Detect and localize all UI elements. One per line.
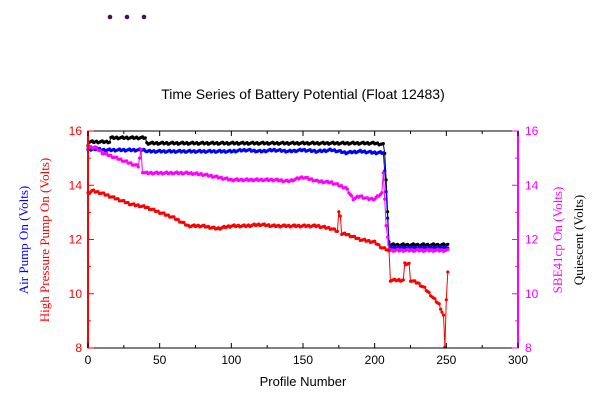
data-point xyxy=(95,145,99,149)
data-point xyxy=(377,243,381,247)
x-tick-label: 300 xyxy=(508,353,528,367)
series-1 xyxy=(86,146,450,251)
data-point xyxy=(387,248,391,252)
y-tick-label-left: 16 xyxy=(69,124,83,138)
y-tick-label-right: 14 xyxy=(525,178,539,192)
data-point xyxy=(176,218,180,222)
data-point xyxy=(384,224,388,228)
data-point xyxy=(182,220,186,225)
x-tick-label: 150 xyxy=(293,353,313,367)
decorative-dots xyxy=(107,14,147,20)
x-tick-label: 50 xyxy=(153,353,167,367)
series-3 xyxy=(86,188,450,349)
x-tick-label: 200 xyxy=(365,353,385,367)
data-point xyxy=(433,297,437,301)
y-tick-label-left: 14 xyxy=(69,178,83,192)
data-point xyxy=(332,227,337,231)
data-point xyxy=(441,313,446,317)
data-point xyxy=(338,214,342,218)
data-point xyxy=(440,310,444,314)
y-tick-label-right: 16 xyxy=(525,124,539,138)
series-line xyxy=(87,189,449,348)
dot-mark xyxy=(107,14,113,20)
data-point xyxy=(446,270,450,274)
x-axis-label: Profile Number xyxy=(260,374,347,389)
data-point xyxy=(350,194,354,198)
series-line xyxy=(87,145,448,252)
data-point xyxy=(401,278,405,282)
data-point xyxy=(337,210,341,214)
data-point xyxy=(139,147,143,151)
data-point xyxy=(99,149,103,153)
data-point xyxy=(386,235,390,239)
data-point xyxy=(386,216,390,220)
data-point xyxy=(345,187,349,191)
y-tick-label-right: 10 xyxy=(525,287,539,301)
data-point xyxy=(107,140,112,144)
data-point xyxy=(381,151,385,155)
data-point xyxy=(439,307,443,311)
y-tick-label-left: 8 xyxy=(75,341,82,355)
data-point xyxy=(373,239,377,243)
y-tick-label-left: 10 xyxy=(69,287,83,301)
y-tick-label-left: 12 xyxy=(69,233,83,247)
y-axis-label-high-pressure-pump: High Pressure Pump On (Volts) xyxy=(37,158,52,322)
series-line xyxy=(87,136,448,247)
data-point xyxy=(136,165,140,169)
data-point xyxy=(335,229,339,233)
data-point xyxy=(427,291,431,295)
dot-mark xyxy=(124,14,130,20)
data-point xyxy=(138,156,142,160)
data-point xyxy=(143,136,147,140)
data-point xyxy=(423,285,427,289)
series-layer xyxy=(86,135,450,349)
x-tick-label: 250 xyxy=(436,353,456,367)
y-tick-label-right: 12 xyxy=(525,233,539,247)
y-axis-label-sbe41cp: SBE41cp On (Volts) xyxy=(550,187,565,294)
data-point xyxy=(381,171,385,175)
data-point xyxy=(383,197,387,201)
y-axis-ticks: 8 8 10 10 12 12 14 14 16 16 xyxy=(69,124,539,355)
data-point xyxy=(417,281,421,285)
y-axis-label-air-pump: Air Pump On (Volts) xyxy=(16,186,31,294)
y-tick-label-right: 8 xyxy=(525,341,532,355)
data-point xyxy=(381,142,385,146)
x-axis-ticks: 0 50 100 150 200 250 300 xyxy=(85,131,528,367)
data-point xyxy=(172,215,176,219)
data-point xyxy=(444,298,448,302)
y-axis-label-quiescent: Quiescent (Volts) xyxy=(571,195,586,285)
data-point xyxy=(437,302,441,306)
data-point xyxy=(380,191,384,195)
x-tick-label: 0 xyxy=(85,353,92,367)
x-tick-label: 100 xyxy=(221,353,241,367)
series-2 xyxy=(86,145,450,253)
data-point xyxy=(384,190,388,194)
dot-mark xyxy=(141,14,147,20)
data-point xyxy=(446,247,450,251)
data-point xyxy=(407,261,411,265)
data-point xyxy=(446,242,450,246)
plot-frame xyxy=(87,130,519,349)
chart-title: Time Series of Battery Potential (Float … xyxy=(161,86,445,102)
